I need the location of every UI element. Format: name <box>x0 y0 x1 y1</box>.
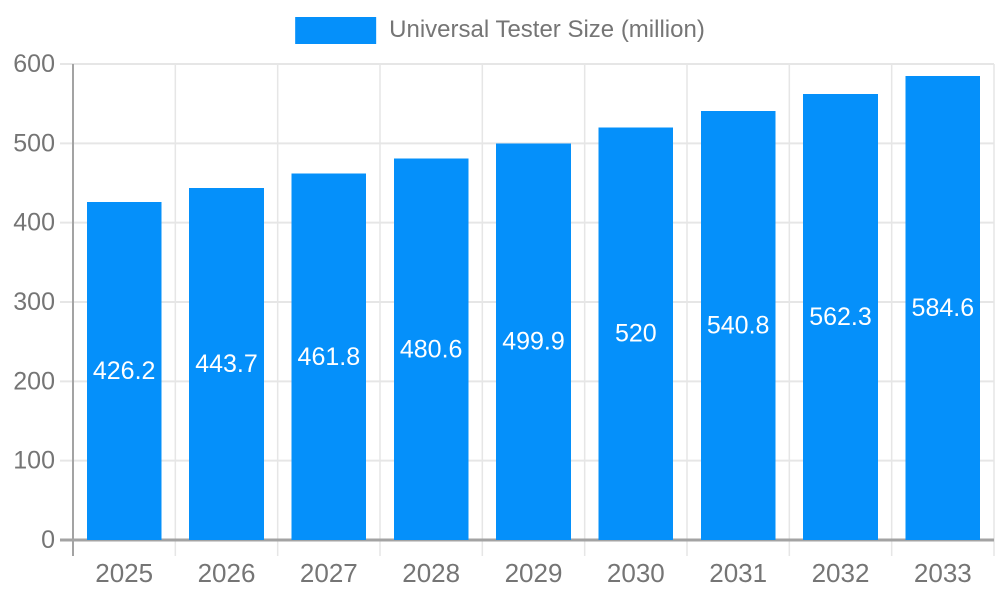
bar-2032[interactable] <box>803 93 878 541</box>
bar-value-label-2028: 480.6 <box>400 335 463 363</box>
x-axis-tick-label-2026: 2026 <box>198 558 256 588</box>
bar-value-label-2025: 426.2 <box>93 357 156 385</box>
bar-2026[interactable] <box>189 187 264 541</box>
bar-value-label-2027: 461.8 <box>298 343 361 371</box>
bar-2033[interactable] <box>905 76 981 540</box>
bar-2031[interactable] <box>700 110 776 540</box>
x-axis-tick-label-2028: 2028 <box>402 558 460 588</box>
bar-2027[interactable] <box>291 173 367 540</box>
x-axis-tick-label-2030: 2030 <box>607 558 665 588</box>
bar-value-label-2033: 584.6 <box>912 294 975 322</box>
bar-value-label-2030: 520 <box>615 320 657 348</box>
y-axis-tick-label-0: 0 <box>41 526 55 554</box>
x-axis-tick-label-2025: 2025 <box>95 558 153 588</box>
bar-2025[interactable] <box>86 201 162 540</box>
x-axis-tick-label-2029: 2029 <box>505 558 563 588</box>
y-axis-tick-label-300: 300 <box>13 288 55 316</box>
bar-2029[interactable] <box>496 143 571 541</box>
legend-label: Universal Tester Size (million) <box>389 16 705 43</box>
bar-value-label-2029: 499.9 <box>502 328 565 356</box>
y-axis-tick-label-400: 400 <box>13 209 55 237</box>
bar-2030[interactable] <box>598 127 674 540</box>
legend-item[interactable]: Universal Tester Size (million) <box>295 16 705 44</box>
x-axis-tick-label-2027: 2027 <box>300 558 358 588</box>
x-axis-tick-label-2033: 2033 <box>914 558 972 588</box>
y-axis-tick-label-500: 500 <box>13 129 55 157</box>
bar-2028[interactable] <box>393 158 469 540</box>
x-axis-tick-label-2031: 2031 <box>709 558 767 588</box>
y-axis-tick-label-100: 100 <box>13 447 55 475</box>
y-axis-tick-label-600: 600 <box>13 50 55 78</box>
legend-color-swatch-icon <box>295 16 377 44</box>
bar-value-label-2026: 443.7 <box>195 350 258 378</box>
bar-value-label-2032: 562.3 <box>809 303 872 331</box>
bar-value-label-2031: 540.8 <box>707 311 770 339</box>
x-axis-tick-label-2032: 2032 <box>812 558 870 588</box>
y-axis-tick-label-200: 200 <box>13 367 55 395</box>
